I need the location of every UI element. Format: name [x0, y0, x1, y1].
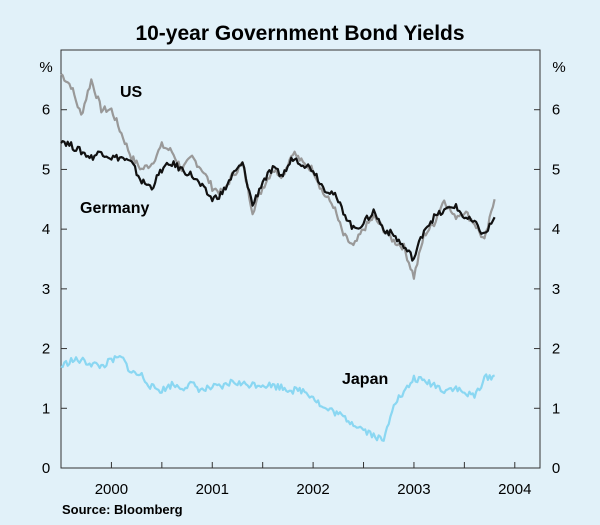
- y-axis-label-right: %: [552, 59, 565, 76]
- y-tick-label-left: 3: [42, 281, 50, 298]
- series-line-us: [60, 73, 496, 280]
- y-tick-label-right: 3: [552, 281, 560, 298]
- series-line-japan: [60, 355, 496, 442]
- annotation-germany: Germany: [80, 200, 149, 217]
- y-tick-label-left: 4: [42, 221, 50, 238]
- x-tick-label: 2002: [296, 481, 329, 498]
- y-tick-label-left: 1: [42, 400, 50, 417]
- y-tick-label-right: 5: [552, 161, 560, 178]
- chart-title: 10-year Government Bond Yields: [135, 22, 464, 45]
- y-tick-label-right: 1: [552, 400, 560, 417]
- x-tick-label: 2000: [95, 481, 128, 498]
- series-line-germany: [60, 140, 496, 262]
- x-tick-label: 2004: [498, 481, 531, 498]
- x-tick-label: 2003: [397, 481, 430, 498]
- annotation-japan: Japan: [342, 371, 388, 388]
- annotation-us: US: [120, 84, 143, 101]
- x-axis-ticks: 2000 2001 2002 2003 2004: [95, 462, 531, 498]
- y-tick-label-right: 0: [552, 460, 560, 477]
- y-axis-label-left: %: [39, 59, 52, 76]
- y-tick-label-right: 6: [552, 102, 560, 119]
- source-note: Source: Bloomberg: [62, 502, 183, 517]
- y-tick-label-left: 6: [42, 102, 50, 119]
- y-tick-label-left: 5: [42, 161, 50, 178]
- plot-frame: [60, 49, 541, 469]
- series-group: [60, 73, 496, 442]
- x-tick-label: 2001: [196, 481, 229, 498]
- y-axis-ticks: 0 0 1 1 2 2 3 3 4 4 5 5 6 6: [42, 102, 560, 477]
- y-tick-label-right: 2: [552, 341, 560, 358]
- y-tick-label-left: 0: [42, 460, 50, 477]
- y-tick-label-right: 4: [552, 221, 560, 238]
- y-tick-label-left: 2: [42, 341, 50, 358]
